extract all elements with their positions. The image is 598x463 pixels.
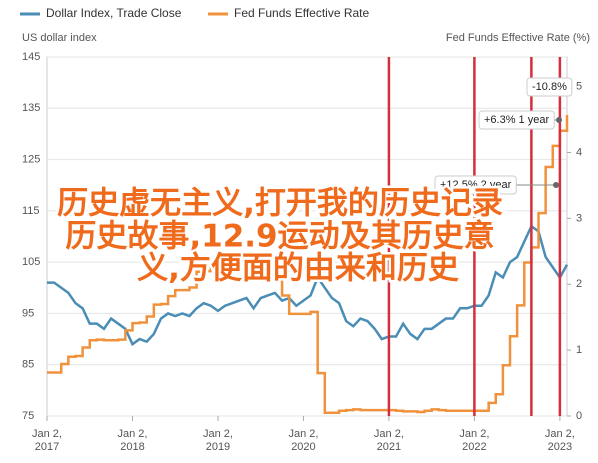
series-line (47, 224, 569, 347)
legend-label: Dollar Index, Trade Close (46, 6, 182, 20)
overlay-text: 义,方便面的由来和历史 (137, 251, 459, 287)
x-tick-label: Jan 2, 2019 (202, 428, 233, 453)
y2-tick-label: 5 (576, 81, 582, 93)
overlay-text: 历史故事,12.9运动及其历史意 (65, 219, 494, 255)
y2-tick-label: 3 (576, 212, 582, 224)
legend-label: Fed Funds Effective Rate (234, 6, 370, 20)
series-line (47, 114, 569, 414)
annotation-box (434, 175, 517, 195)
x-tick-label: Jan 2, 2021 (373, 428, 404, 453)
y-axis-title: US dollar index (22, 32, 97, 44)
y2-tick-label: 0 (576, 410, 582, 422)
annotation: +12.5% 2 year (440, 179, 512, 191)
x-tick-label: Jan 2, 2022 (459, 428, 490, 453)
annotation: +6.3% 1 year (484, 114, 549, 126)
y-tick-label: 125 (22, 153, 40, 165)
annotation-dot (553, 182, 559, 188)
x-tick-label: Jan 2, 2023 (544, 428, 575, 453)
annotation-box (526, 77, 573, 97)
y-tick-label: 75 (22, 410, 34, 422)
x-tick-label: Jan 2, 2017 (32, 428, 62, 453)
y-tick-label: 115 (22, 205, 40, 217)
y-tick-label: 95 (22, 307, 34, 319)
y2-tick-label: 2 (576, 278, 582, 290)
y-tick-label: 105 (22, 256, 40, 268)
y-tick-label: 135 (22, 102, 40, 114)
x-tick-label: Jan 2, 2020 (288, 428, 319, 453)
y-tick-label: 145 (22, 51, 40, 63)
annotation-box (478, 110, 555, 130)
y2-tick-label: 1 (576, 344, 582, 356)
annotation: -10.8% (532, 81, 567, 93)
y2-tick-label: 4 (576, 146, 582, 158)
annotation-dot (556, 117, 562, 123)
y-tick-label: 85 (22, 359, 34, 371)
overlay-text: 历史虚无主义,打开我的历史记录 (57, 186, 503, 222)
y2-axis-title: Fed Funds Effective Rate (%) (446, 32, 590, 44)
x-tick-label: Jan 2, 2018 (117, 428, 148, 453)
